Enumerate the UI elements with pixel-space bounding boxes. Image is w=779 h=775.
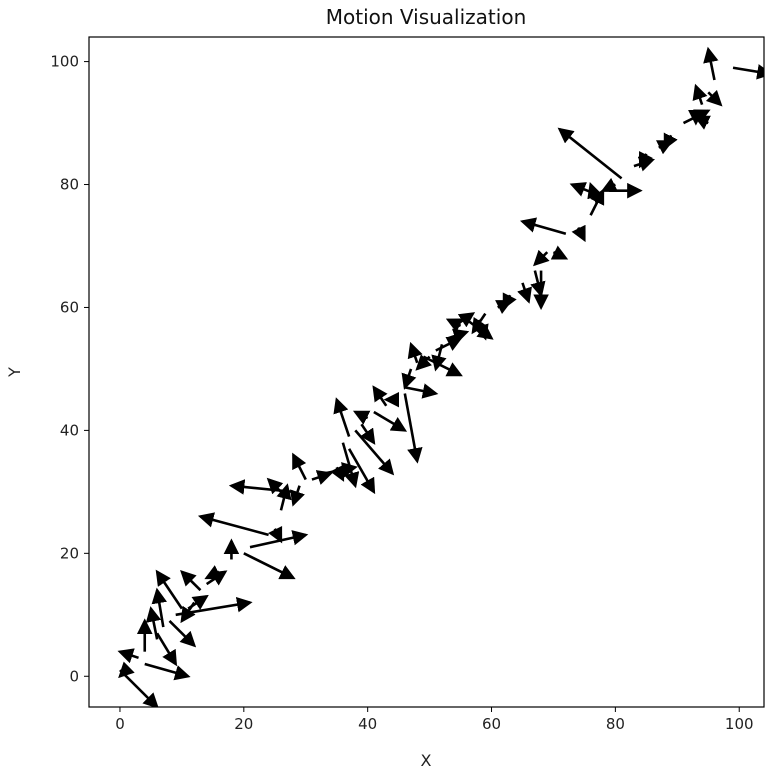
quiver-arrow [692,83,708,106]
y-tick-label: 100 [50,53,79,71]
chart-title: Motion Visualization [326,5,527,29]
quiver-arrow [663,132,678,150]
quiver-arrow [151,587,167,628]
quiver-arrow [571,224,586,243]
x-axis-label: X [421,751,432,770]
quiver-arrow [168,620,197,648]
quiver-arrow [145,606,162,640]
quiver-arrow [638,150,653,169]
quiver-arrow [292,452,307,481]
quiver-arrow [373,410,408,432]
quiver-arrow [415,354,432,371]
quiver-arrow [569,182,604,199]
quiver-arrow [422,355,463,377]
quiver-arrow [204,565,222,580]
x-tick-label: 60 [482,715,501,733]
y-tick-label: 0 [69,667,79,685]
x-tick-label: 40 [358,715,377,733]
quiver-arrow [703,46,719,81]
quiver-arrow [144,662,191,681]
quiver-arrow [431,344,447,372]
quiver-arrow [268,525,283,544]
x-axis: 0 20 40 60 80 100 [115,707,754,733]
quiver-arrow [228,479,294,495]
quiver-arrow [445,318,464,333]
quiver-arrow [557,127,623,180]
quiver-arrow [180,569,202,592]
quiver-arrow [341,442,360,489]
quiver-arrow [330,464,345,482]
quiver-arrow [533,249,550,267]
quiver-arrow [502,292,517,310]
y-tick-label: 60 [60,298,79,316]
quiver-arrow [372,385,388,407]
quiver-arrow [403,393,423,464]
quiver-arrow [243,552,296,580]
quiver-arrow [266,477,289,499]
quiver-arrow [276,483,292,511]
x-tick-label: 0 [115,715,125,733]
quiver-arrow [360,423,376,445]
x-tick-label: 100 [725,715,754,733]
plot-frame [88,36,765,708]
quiver-arrow [156,632,178,667]
quiver-arrow [352,410,371,425]
quiver-arrow [290,485,305,507]
quiver-arrow [550,245,569,260]
quiver-arrow [447,328,470,344]
x-tick-label: 20 [234,715,253,733]
quiver-arrow [333,397,351,437]
quiver-arrow [180,601,196,624]
quiver-arrow [118,661,135,679]
quiver-arrow [117,648,139,664]
quiver-arrow [404,383,439,399]
y-tick-label: 20 [60,544,79,562]
quiver-arrow [471,312,487,335]
y-tick-label: 40 [60,421,79,439]
quiver-arrow [705,89,723,107]
quiver-arrow [197,512,269,537]
quiver-arrow [401,368,417,390]
quiver-arrow [435,336,463,352]
arrows-layer [117,46,764,707]
quiver-arrow [347,448,376,495]
quiver-arrow [519,217,567,235]
y-axis: 0 20 40 60 80 100 [50,53,89,685]
y-tick-label: 80 [60,176,79,194]
quiver-arrow [119,669,159,707]
y-axis-label: Y [5,367,24,378]
quiver-arrow [732,64,764,80]
quiver-arrow [407,341,423,364]
quiver-arrow [693,115,711,130]
x-tick-label: 80 [606,715,625,733]
quiver-arrow [600,177,619,192]
quiver-arrow [311,470,333,485]
quiver-arrow [155,569,183,610]
quiver-arrow [517,282,532,304]
